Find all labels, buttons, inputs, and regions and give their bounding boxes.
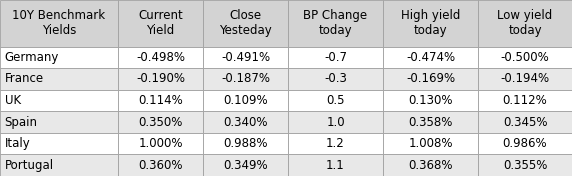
Text: 0.988%: 0.988% [223,137,268,150]
Text: -0.194%: -0.194% [500,73,550,86]
Bar [0,47,118,68]
Bar [118,47,203,68]
Bar [288,47,383,68]
Bar [383,68,478,90]
Text: 0.109%: 0.109% [223,94,268,107]
Bar [0,68,118,90]
Bar [288,133,383,155]
Bar [383,133,478,155]
Text: 0.350%: 0.350% [138,116,182,129]
Text: Portugal: Portugal [5,159,54,172]
Text: France: France [5,73,43,86]
Text: 10Y Benchmark
Yields: 10Y Benchmark Yields [13,9,106,37]
Bar [478,155,572,176]
Bar [288,68,383,90]
Bar [118,155,203,176]
Bar [0,155,118,176]
Bar [288,0,383,47]
Text: -0.7: -0.7 [324,51,347,64]
Bar [0,0,118,47]
Text: High yield
today: High yield today [401,9,460,37]
Text: 0.5: 0.5 [326,94,345,107]
Bar [118,68,203,90]
Text: 0.986%: 0.986% [503,137,547,150]
Bar [203,0,288,47]
Bar [203,155,288,176]
Text: 0.340%: 0.340% [223,116,268,129]
Text: 0.114%: 0.114% [138,94,183,107]
Text: 0.349%: 0.349% [223,159,268,172]
Bar [478,68,572,90]
Bar [203,111,288,133]
Bar [383,111,478,133]
Text: -0.491%: -0.491% [221,51,270,64]
Text: Italy: Italy [5,137,30,150]
Bar [383,0,478,47]
Bar [383,90,478,111]
Text: -0.498%: -0.498% [136,51,185,64]
Text: 1.000%: 1.000% [138,137,182,150]
Text: 0.360%: 0.360% [138,159,182,172]
Text: BP Change
today: BP Change today [303,9,368,37]
Text: 0.358%: 0.358% [408,116,452,129]
Text: Current
Yield: Current Yield [138,9,183,37]
Text: -0.500%: -0.500% [500,51,549,64]
Text: -0.187%: -0.187% [221,73,270,86]
Text: 1.008%: 1.008% [408,137,453,150]
Bar [288,155,383,176]
Bar [203,90,288,111]
Bar [118,111,203,133]
Text: Spain: Spain [5,116,38,129]
Text: -0.190%: -0.190% [136,73,185,86]
Text: UK: UK [5,94,21,107]
Bar [118,133,203,155]
Text: Low yield
today: Low yield today [498,9,553,37]
Bar [383,47,478,68]
Text: 0.345%: 0.345% [503,116,547,129]
Text: 0.112%: 0.112% [503,94,547,107]
Bar [288,90,383,111]
Text: 1.0: 1.0 [326,116,345,129]
Bar [203,47,288,68]
Bar [478,90,572,111]
Bar [203,68,288,90]
Text: Close
Yesteday: Close Yesteday [219,9,272,37]
Text: -0.3: -0.3 [324,73,347,86]
Bar [118,90,203,111]
Text: 0.368%: 0.368% [408,159,453,172]
Text: 1.1: 1.1 [326,159,345,172]
Bar [288,111,383,133]
Bar [203,133,288,155]
Bar [478,133,572,155]
Text: -0.474%: -0.474% [406,51,455,64]
Bar [0,133,118,155]
Text: -0.169%: -0.169% [406,73,455,86]
Text: 0.130%: 0.130% [408,94,453,107]
Bar [478,111,572,133]
Bar [478,0,572,47]
Bar [0,90,118,111]
Text: 1.2: 1.2 [326,137,345,150]
Text: Germany: Germany [5,51,59,64]
Bar [383,155,478,176]
Bar [118,0,203,47]
Text: 0.355%: 0.355% [503,159,547,172]
Bar [478,47,572,68]
Bar [0,111,118,133]
